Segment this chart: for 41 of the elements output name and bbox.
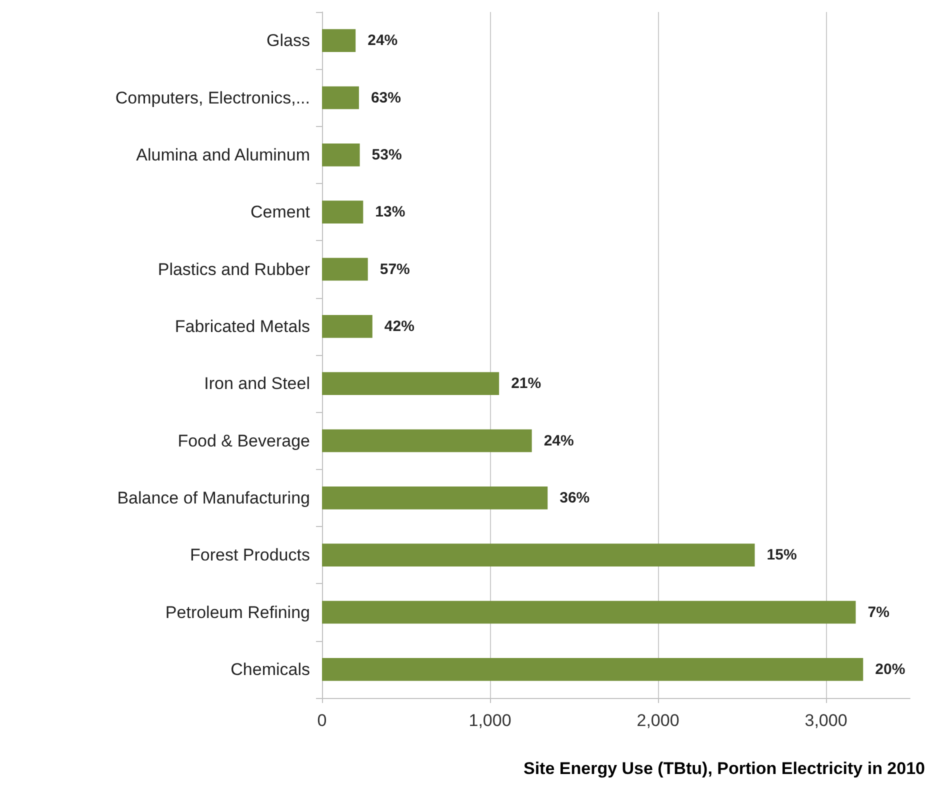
bar (322, 86, 359, 110)
annotation: 57% (380, 260, 410, 278)
x-tick-label: 0 (317, 711, 327, 730)
annotation: 24% (544, 432, 574, 450)
bar (322, 200, 364, 224)
annotation: 24% (368, 32, 398, 50)
bar (322, 314, 372, 338)
y-tick-label: Alumina and Aluminum (136, 145, 310, 164)
y-tick-label: Computers, Electronics,... (115, 88, 310, 108)
x-tick-label: 2,000 (636, 711, 680, 730)
bar (322, 600, 856, 624)
y-tick-label: Glass (266, 31, 310, 50)
y-tick-label: Petroleum Refining (165, 602, 310, 622)
y-tick-label: Fabricated Metals (174, 316, 310, 336)
bar (322, 29, 356, 52)
x-tick-label: 1,000 (468, 711, 512, 730)
bar (322, 658, 864, 681)
bar (322, 143, 360, 166)
y-tick-label: Chemicals (230, 660, 310, 679)
annotation: 15% (766, 546, 797, 564)
annotation: 20% (875, 660, 906, 678)
annotation: 13% (375, 204, 406, 221)
bar (322, 258, 368, 281)
x-axis-title: Site Energy Use (TBtu), Portion Electricity in 2010 (524, 759, 925, 778)
bar (322, 544, 755, 567)
bar (322, 372, 500, 396)
x-tick-label: 3,000 (804, 711, 848, 730)
annotation: 42% (384, 318, 414, 335)
bar (322, 486, 548, 510)
bar (322, 429, 532, 452)
annotation: 21% (511, 375, 542, 392)
y-tick-label: Food & Beverage (178, 431, 310, 450)
annotation: 7% (868, 604, 890, 621)
annotation: 36% (560, 489, 590, 506)
y-tick-label: Balance of Manufacturing (117, 488, 310, 508)
y-tick-label: Forest Products (190, 546, 310, 565)
y-tick-label: Iron and Steel (204, 374, 310, 394)
y-tick-label: Cement (250, 202, 310, 222)
annotation: 63% (370, 89, 401, 106)
annotation: 53% (372, 146, 402, 164)
y-tick-label: Plastics and Rubber (158, 260, 310, 279)
